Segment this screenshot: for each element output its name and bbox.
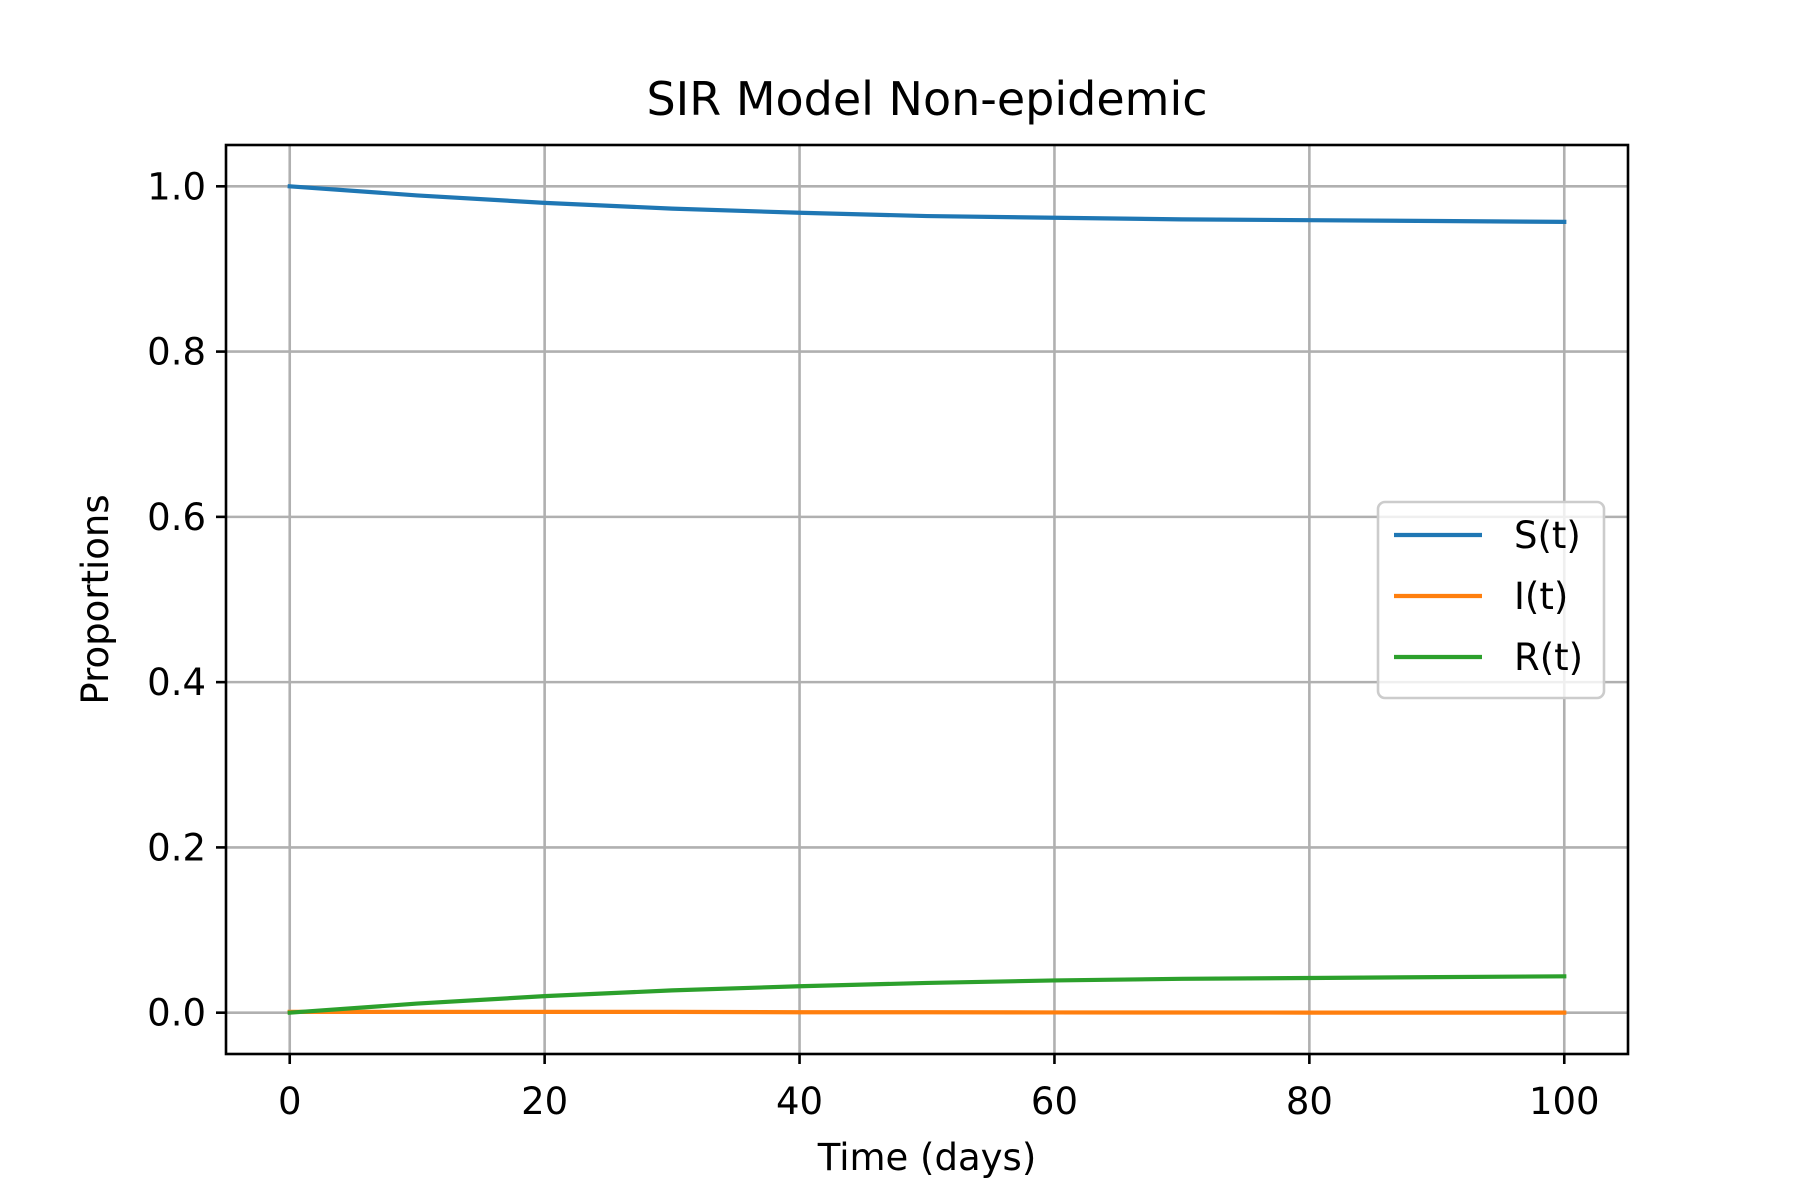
x-tick-label: 100 <box>1529 1080 1600 1123</box>
x-axis-label: Time (days) <box>817 1136 1037 1179</box>
series-line-it <box>287 1009 1567 1015</box>
legend-label-it: I(t) <box>1514 575 1568 618</box>
series-line-rt <box>287 974 1567 1015</box>
legend-label-rt: R(t) <box>1514 636 1583 679</box>
plot-frame <box>224 143 1630 1056</box>
legend-items: S(t) I(t) R(t) <box>1394 514 1583 679</box>
y-tick-label: 1.0 <box>147 165 206 208</box>
x-tick-label: 20 <box>521 1080 568 1123</box>
x-tick-label: 60 <box>1031 1080 1078 1123</box>
series-lines <box>287 184 1567 1015</box>
y-tick-label: 0.2 <box>147 826 206 869</box>
legend-label-st: S(t) <box>1514 514 1581 557</box>
x-tick-label: 0 <box>278 1080 302 1123</box>
x-tick-label: 40 <box>776 1080 823 1123</box>
y-tick-label: 0.8 <box>147 331 206 374</box>
legend-box <box>1376 500 1606 700</box>
y-axis-label: Proportions <box>74 494 117 704</box>
series-line-st <box>287 184 1567 224</box>
legend: S(t) I(t) R(t) <box>1376 500 1606 700</box>
y-tick-label: 0.6 <box>147 496 206 539</box>
x-tick-label: 80 <box>1286 1080 1333 1123</box>
y-tick-label: 0.4 <box>147 661 206 704</box>
y-tick-label: 0.0 <box>147 992 206 1035</box>
x-axis-ticks: 0 20 40 60 80 100 <box>278 1054 1600 1123</box>
y-axis-ticks: 0.0 0.2 0.4 0.6 0.8 1.0 <box>147 165 226 1035</box>
chart-title: SIR Model Non-epidemic <box>646 72 1207 126</box>
